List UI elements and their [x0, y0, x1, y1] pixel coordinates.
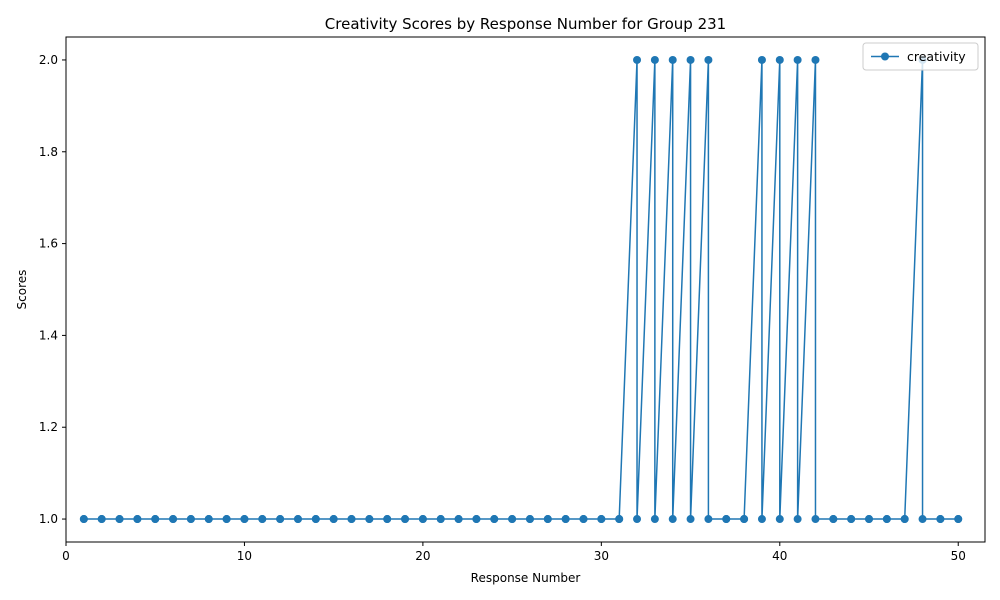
data-point [722, 515, 731, 524]
data-point [650, 515, 659, 524]
x-axis-label: Response Number [471, 571, 581, 585]
data-point [597, 515, 606, 524]
data-point [490, 515, 499, 524]
data-point [686, 515, 695, 524]
data-point [472, 515, 481, 524]
data-point [954, 515, 963, 524]
data-point [133, 515, 142, 524]
data-point [740, 515, 749, 524]
data-point [650, 55, 659, 64]
data-point [918, 515, 927, 524]
data-point [347, 515, 356, 524]
data-point [775, 55, 784, 64]
data-point [615, 515, 624, 524]
data-point [757, 515, 766, 524]
plot-frame [65, 36, 986, 543]
data-point [436, 515, 445, 524]
x-axis: 0 10 20 30 40 50 [62, 542, 966, 563]
data-point [276, 515, 285, 524]
data-point [151, 515, 160, 524]
data-point [186, 515, 195, 524]
y-axis: 1.0 1.2 1.4 1.6 1.8 2.0 [39, 53, 66, 526]
legend-marker-swatch [881, 52, 889, 61]
data-point [115, 515, 124, 524]
data-point [775, 515, 784, 524]
y-axis-label: Scores [15, 270, 29, 310]
data-point [793, 515, 802, 524]
data-point [204, 515, 213, 524]
legend-box [862, 42, 979, 71]
data-point [579, 515, 588, 524]
data-point [668, 515, 677, 524]
data-point [222, 515, 231, 524]
data-point [97, 515, 106, 524]
data-point [293, 515, 302, 524]
x-tick-label: 10 [237, 549, 252, 563]
data-point [936, 515, 945, 524]
data-point [847, 515, 856, 524]
y-tick-label: 1.0 [39, 512, 58, 526]
data-point [169, 515, 178, 524]
data-point [383, 515, 392, 524]
data-point [704, 55, 713, 64]
data-point [793, 55, 802, 64]
data-point [561, 515, 570, 524]
data-point [258, 515, 267, 524]
x-tick-label: 0 [62, 549, 70, 563]
x-tick-label: 50 [951, 549, 966, 563]
data-point [633, 55, 642, 64]
data-point [401, 515, 410, 524]
data-point [900, 515, 909, 524]
creativity-markers [79, 55, 963, 524]
y-tick-label: 1.4 [39, 328, 58, 342]
y-tick-label: 2.0 [39, 53, 58, 67]
data-point [686, 55, 695, 64]
y-tick-label: 1.6 [39, 237, 58, 251]
data-point [811, 55, 820, 64]
chart-title: Creativity Scores by Response Number for… [325, 15, 726, 33]
data-point [311, 515, 320, 524]
x-tick-label: 20 [415, 549, 430, 563]
data-point [508, 515, 517, 524]
x-tick-label: 30 [594, 549, 609, 563]
y-tick-label: 1.2 [39, 420, 58, 434]
data-point [757, 55, 766, 64]
data-point [633, 515, 642, 524]
plot-area [65, 36, 986, 543]
data-point [418, 515, 427, 524]
x-tick-label: 40 [772, 549, 787, 563]
data-point [865, 515, 874, 524]
data-point [365, 515, 374, 524]
data-point [668, 55, 677, 64]
data-point [543, 515, 552, 524]
data-point [882, 515, 891, 524]
data-point [704, 515, 713, 524]
y-tick-label: 1.8 [39, 145, 58, 159]
legend-label-creativity: creativity [907, 49, 966, 64]
data-point [829, 515, 838, 524]
legend: creativity [862, 42, 979, 71]
data-point [811, 515, 820, 524]
data-point [329, 515, 338, 524]
data-point [525, 515, 534, 524]
data-point [454, 515, 463, 524]
data-point [240, 515, 249, 524]
data-point [79, 515, 88, 524]
